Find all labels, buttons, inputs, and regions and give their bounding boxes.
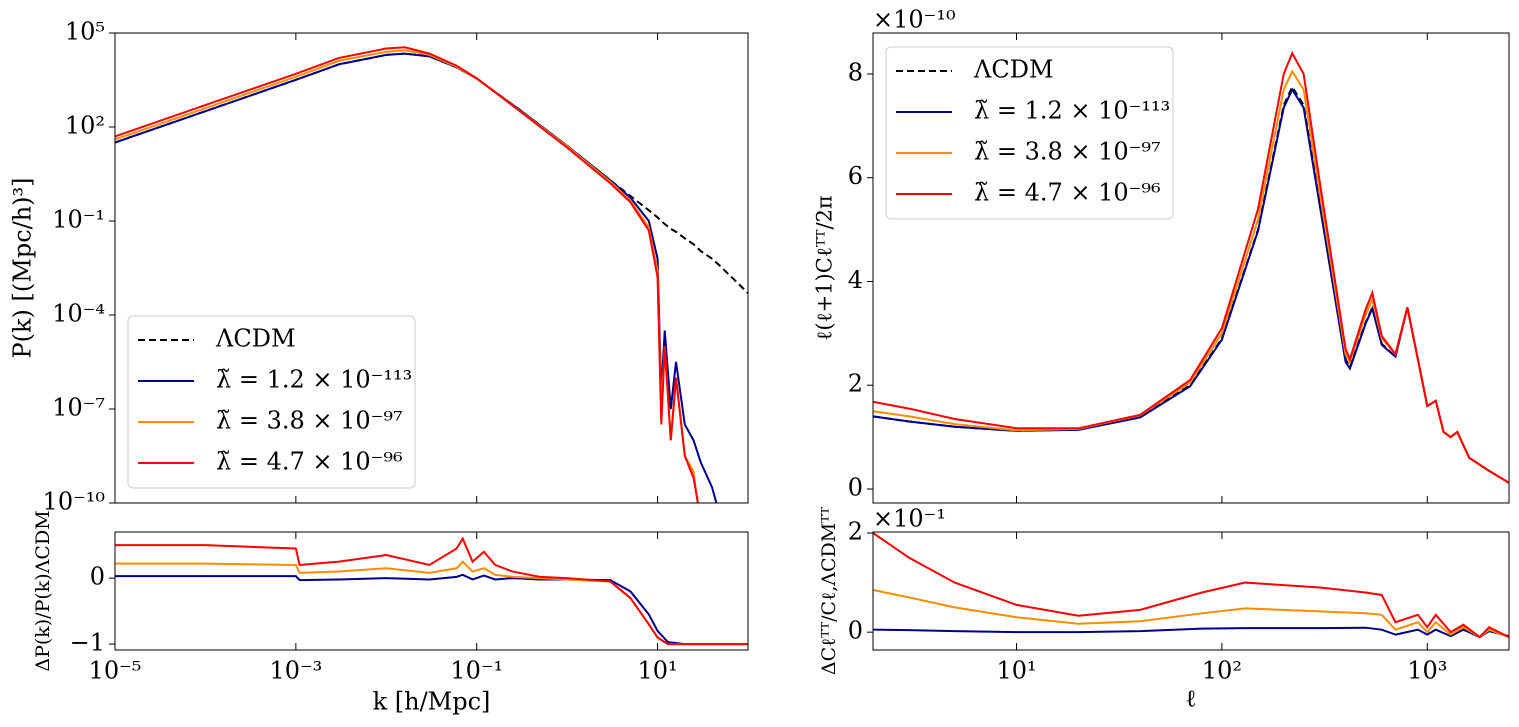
y-axis-label: P(k) [(Mpc/h)³] [9, 177, 37, 358]
legend-box [885, 46, 1174, 220]
y-axis-label: ΔP(k)/P(k)ΛCDM [32, 510, 54, 671]
legend-label: ΛCDM [973, 56, 1054, 84]
y-tick-label: 0 [90, 563, 105, 591]
x-tick-label: 10⁻¹ [450, 657, 503, 685]
legend-label: λ̃ = 1.2 × 10⁻¹¹³ [974, 97, 1170, 125]
y-tick-label: 0 [848, 473, 863, 501]
series-line [115, 536, 748, 646]
y-tick-label: 8 [848, 58, 863, 86]
series-line [115, 52, 748, 294]
x-tick-label: 10¹ [996, 657, 1036, 685]
plot-frame [114, 32, 749, 504]
y-tick-label: 2 [848, 370, 863, 398]
series-line [115, 52, 718, 503]
y-tick-label: 0 [848, 617, 863, 645]
series-line [115, 573, 748, 646]
legend-box [127, 315, 416, 489]
plot-frame [114, 531, 749, 651]
offset-label: ×10⁻¹⁰ [873, 6, 956, 34]
panel: 10⁻⁵ 10⁻³ 10⁻¹ 10¹ 0 −1 k [h/Mpc] ΔP(k)/P(k)ΛCD… [32, 510, 749, 716]
x-tick-label: 10⁻³ [269, 657, 322, 685]
series-line [873, 626, 1509, 639]
panel: 0 2 4 6 8 ℓ(ℓ+1)Cℓᵀᵀ/2π ×10⁻¹⁰ ΛCDM λ̃ = 1.2 × 1… [813, 6, 1510, 504]
legend-label: λ̃ = 4.7 × 10⁻⁹⁶ [216, 448, 403, 476]
plot-frame [872, 531, 1510, 651]
y-axis-label: ℓ(ℓ+1)Cℓᵀᵀ/2π [813, 195, 837, 341]
plot-frame [872, 32, 1510, 504]
legend-label: ΛCDM [215, 325, 296, 353]
panel: 10⁵ 10² 10⁻¹ 10⁻⁴ 10⁻⁷ 10⁻¹⁰ P(k) [(Mpc/h)³] ΛC… [9, 18, 749, 516]
y-tick-label: −1 [70, 629, 105, 657]
series-line [115, 46, 699, 503]
y-tick-label: 10⁻¹ [52, 206, 105, 234]
panel: 10¹ 10² 10³ 0 2 ℓ ΔCℓᵀᵀ/Cℓ,ΛCDMᵀᵀ ×10⁻¹ [818, 505, 1510, 713]
legend-label: λ̃ = 1.2 × 10⁻¹¹³ [216, 366, 412, 394]
legend-label: λ̃ = 3.8 × 10⁻⁹⁷ [974, 138, 1161, 166]
series-line [873, 50, 1509, 484]
x-tick-label: 10¹ [637, 657, 677, 685]
y-tick-label: 10⁻⁷ [52, 394, 105, 422]
x-axis-label: k [h/Mpc] [373, 688, 491, 716]
x-axis-label: ℓ [1185, 685, 1197, 713]
y-tick-label: 10⁻¹⁰ [43, 488, 105, 516]
y-tick-label: 6 [848, 162, 863, 190]
series-line [873, 589, 1509, 639]
y-tick-label: 10² [65, 112, 105, 140]
x-tick-label: 10⁻⁵ [89, 657, 142, 685]
y-tick-label: 10⁻⁴ [52, 300, 105, 328]
series-line [115, 49, 699, 503]
y-tick-label: 10⁵ [65, 18, 105, 46]
series-line [873, 532, 1509, 639]
y-axis-label: ΔCℓᵀᵀ/Cℓ,ΛCDMᵀᵀ [818, 507, 840, 675]
legend-label: λ̃ = 3.8 × 10⁻⁹⁷ [216, 407, 403, 435]
offset-label: ×10⁻¹ [873, 505, 946, 533]
y-tick-label: 4 [848, 266, 863, 294]
x-tick-label: 10³ [1407, 657, 1447, 685]
legend-label: λ̃ = 4.7 × 10⁻⁹⁶ [974, 179, 1161, 207]
x-tick-label: 10² [1202, 657, 1242, 685]
y-tick-label: 2 [848, 517, 863, 545]
